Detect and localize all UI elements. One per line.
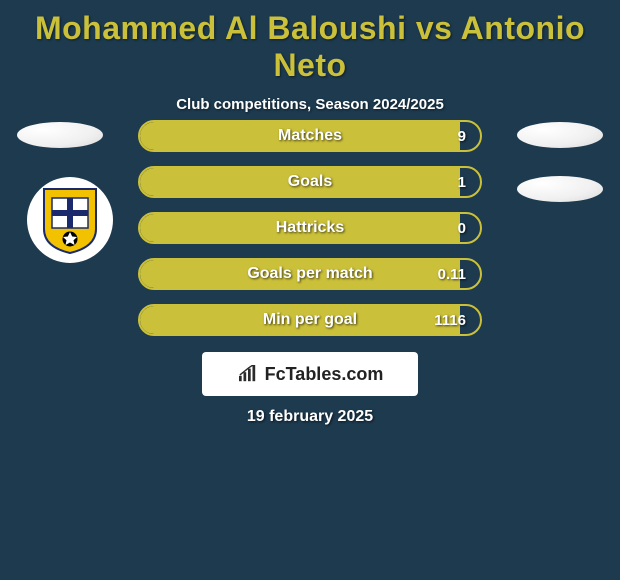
stat-bar-min-per-goal: Min per goal 1116 xyxy=(138,304,482,336)
stat-bar-goals: Goals 1 xyxy=(138,166,482,198)
source-logo-text: FcTables.com xyxy=(265,364,384,385)
page-subtitle: Club competitions, Season 2024/2025 xyxy=(0,96,620,113)
stat-bar-hattricks: Hattricks 0 xyxy=(138,212,482,244)
stat-bar-value: 0.11 xyxy=(438,260,466,288)
stat-bar-label: Matches xyxy=(140,122,480,150)
footer-date: 19 february 2025 xyxy=(0,408,620,426)
player-left-photo-placeholder xyxy=(17,122,103,148)
source-logo: FcTables.com xyxy=(202,352,418,396)
bar-chart-icon xyxy=(237,365,259,383)
stat-bar-label: Goals per match xyxy=(140,260,480,288)
player-right-photo-placeholder-1 xyxy=(517,122,603,148)
stat-bar-label: Min per goal xyxy=(140,306,480,334)
stat-bar-goals-per-match: Goals per match 0.11 xyxy=(138,258,482,290)
page-title: Mohammed Al Baloushi vs Antonio Neto xyxy=(0,0,620,84)
player-right-photo-placeholder-2 xyxy=(517,176,603,202)
stat-bar-label: Goals xyxy=(140,168,480,196)
stat-bar-value: 0 xyxy=(458,214,466,242)
stat-bars: Matches 9 Goals 1 Hattricks 0 Goals per … xyxy=(138,120,482,350)
stat-bar-value: 1116 xyxy=(434,306,466,334)
crest-icon xyxy=(40,185,100,255)
club-crest xyxy=(27,177,113,263)
stat-bar-label: Hattricks xyxy=(140,214,480,242)
stat-bar-value: 1 xyxy=(458,168,466,196)
stat-bar-matches: Matches 9 xyxy=(138,120,482,152)
stat-bar-value: 9 xyxy=(458,122,466,150)
